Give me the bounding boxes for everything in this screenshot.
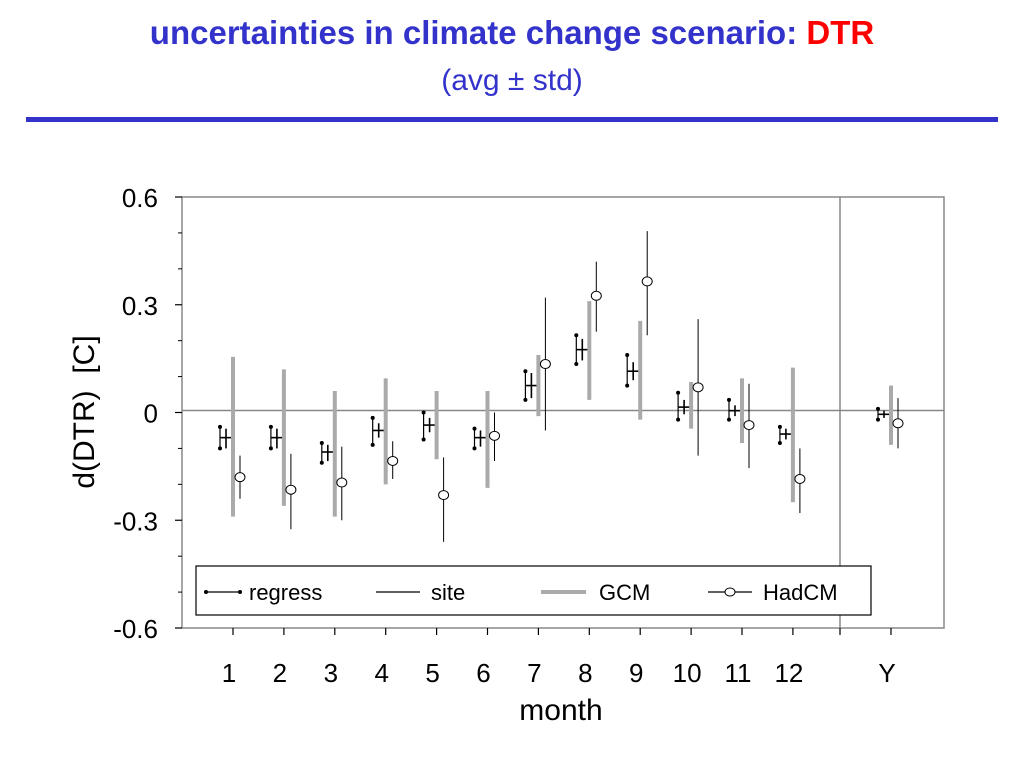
regress-end: [676, 417, 681, 422]
x-tick-label: 7: [527, 658, 541, 688]
regress-end: [676, 390, 681, 395]
slide-title-highlight: DTR: [806, 14, 875, 51]
x-tick-label: 2: [273, 658, 287, 688]
regress-end: [472, 446, 477, 451]
slide-subtitle: (avg ± std): [441, 64, 583, 97]
x-tick-label: 9: [629, 658, 643, 688]
regress-end: [574, 362, 579, 367]
slide-title-main: uncertainties in climate change scenario…: [149, 14, 798, 51]
legend-site-label: site: [431, 580, 465, 605]
legend: regress site GCM HadCM: [195, 565, 872, 616]
regress-end: [777, 424, 782, 429]
regress-end: [218, 424, 222, 429]
legend-box: [195, 565, 872, 616]
x-tick-label: 12: [774, 658, 803, 688]
title-divider: [26, 117, 998, 122]
hadcm-marker: [590, 290, 602, 301]
regress-end: [472, 426, 477, 431]
hadcm-marker: [794, 473, 806, 484]
x-tick-label: 10: [673, 658, 702, 688]
x-axis-title: month: [519, 694, 602, 727]
regress-end: [218, 446, 222, 451]
regress-end: [625, 383, 630, 388]
regress-end: [268, 446, 273, 451]
regress-end: [319, 460, 324, 465]
x-tick-label: 5: [425, 658, 439, 688]
legend-regress-label: regress: [249, 580, 322, 605]
x-tick-label: 4: [374, 658, 388, 688]
legend-hadcm-marker: [724, 587, 736, 597]
regress-end: [876, 417, 880, 422]
y-axis-title: d(DTR) [C]: [68, 335, 101, 488]
hadcm-marker: [438, 490, 450, 501]
y-tick-label: -0.6: [113, 614, 158, 644]
hadcm-marker: [892, 418, 904, 429]
x-tick-label: 11: [725, 658, 752, 688]
regress-end: [727, 397, 731, 402]
regress-end: [421, 437, 426, 442]
y-tick-label: 0.6: [122, 183, 158, 213]
x-tick-label: 3: [324, 658, 338, 688]
y-tick-label: 0.3: [122, 291, 158, 321]
regress-end: [370, 415, 375, 420]
y-tick-label: 0: [144, 399, 158, 429]
x-tick-label: 1: [222, 658, 236, 688]
legend-gcm-label: GCM: [599, 580, 650, 605]
plot-frame: [181, 196, 945, 629]
hadcm-marker: [692, 382, 704, 393]
x-tick-label: 8: [578, 658, 592, 688]
regress-end: [370, 442, 375, 447]
regress-end: [574, 333, 579, 338]
y-tick-label: -0.3: [113, 506, 158, 536]
hadcm-marker: [285, 484, 297, 495]
regress-end: [523, 397, 528, 402]
regress-end: [523, 369, 528, 374]
slide-title: uncertainties in climate change scenario…: [0, 14, 1024, 52]
legend-regress-dot-right: [238, 590, 242, 594]
legend-regress-dot-left: [204, 590, 208, 594]
regress-end: [319, 441, 324, 446]
hadcm-marker: [743, 420, 755, 431]
hadcm-marker: [539, 359, 551, 370]
legend-hadcm-label: HadCM: [763, 580, 838, 605]
hadcm-marker: [387, 455, 399, 466]
regress-end: [421, 410, 426, 415]
hadcm-marker: [489, 430, 500, 441]
regress-end: [727, 417, 731, 422]
regress-end: [777, 441, 782, 446]
regress-end: [876, 406, 880, 411]
hadcm-marker: [234, 472, 246, 483]
x-tick-label: Y: [878, 658, 895, 688]
regress-end: [268, 424, 273, 429]
hadcm-marker: [336, 477, 348, 488]
x-tick-label: 6: [476, 658, 490, 688]
regress-end: [625, 353, 630, 358]
hadcm-marker: [641, 276, 653, 287]
